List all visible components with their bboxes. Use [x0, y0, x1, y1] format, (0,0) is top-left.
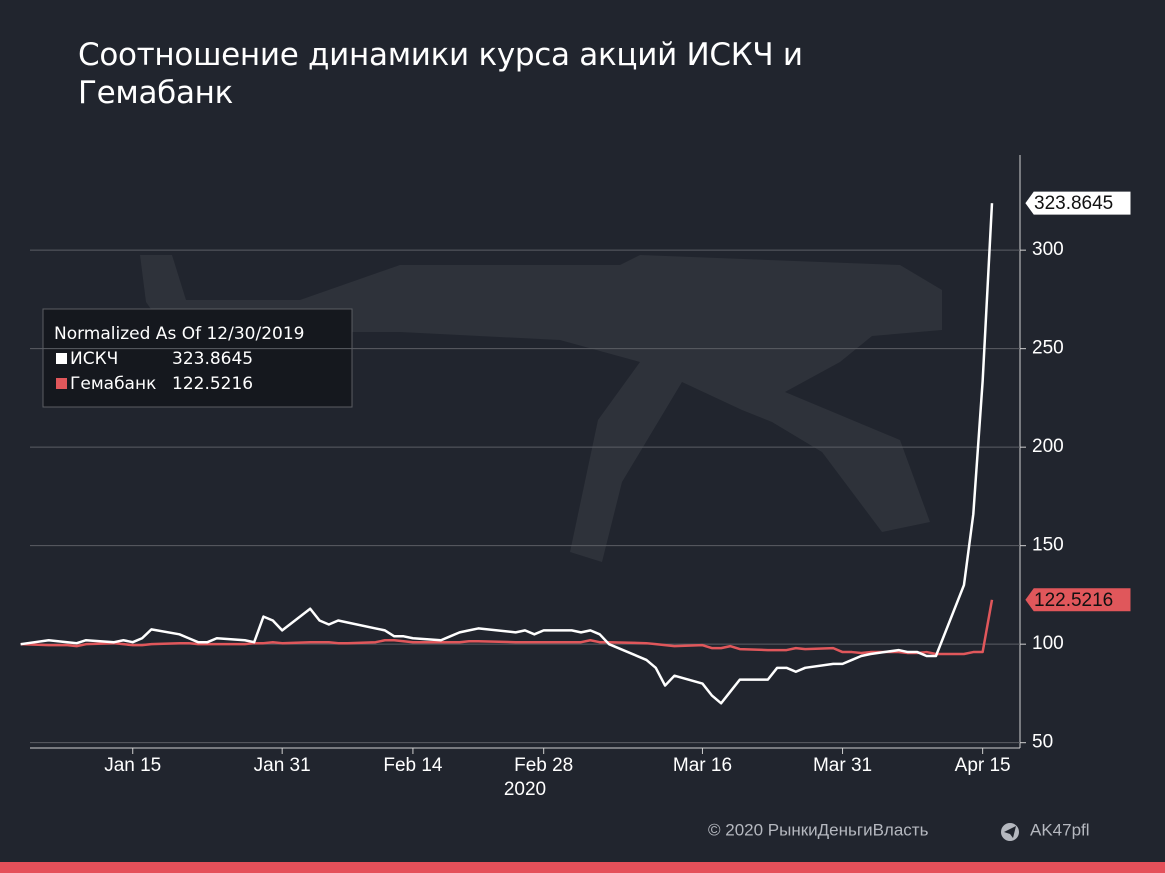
footer-copyright: © 2020 РынкиДеньгиВласть: [708, 820, 929, 839]
value-tag: [1025, 588, 1131, 612]
x-tick-label: Mar 31: [813, 755, 872, 776]
y-tick-label: 150: [1032, 535, 1064, 556]
x-tick-label: Apr 15: [955, 755, 1011, 776]
y-tick-label: 50: [1032, 732, 1053, 753]
x-tick-label: Feb 28: [514, 755, 573, 776]
y-tick-label: 200: [1032, 436, 1064, 457]
legend-swatch: [56, 353, 67, 364]
legend-label: Гемабанк: [70, 374, 156, 394]
x-year-label: 2020: [504, 779, 546, 800]
legend-box: [42, 308, 353, 408]
footer-channel: AK47pfl: [1030, 820, 1090, 839]
series-line: [20, 203, 994, 705]
x-tick-label: Jan 31: [254, 755, 311, 776]
legend-label: ИСКЧ: [70, 349, 118, 369]
x-tick-label: Feb 14: [383, 755, 443, 776]
watermark: [140, 255, 942, 562]
series-line: [20, 599, 994, 656]
chart-title: Соотношение динамики курса акций ИСКЧ и …: [78, 37, 803, 111]
telegram-plane: [1004, 826, 1016, 838]
y-tick-label: 250: [1032, 338, 1064, 359]
legend-value: 323.8645: [172, 349, 253, 369]
value-tag: [1025, 191, 1131, 215]
bottom-strip: [0, 862, 1165, 873]
x-tick-label: Jan 15: [104, 755, 161, 776]
legend-value: 122.5216: [172, 374, 253, 394]
value-tag-label: 323.8645: [1034, 193, 1113, 214]
y-tick-label: 300: [1032, 239, 1064, 260]
x-tick-label: Mar 16: [673, 755, 732, 776]
legend-title: Normalized As Of 12/30/2019: [54, 324, 304, 344]
value-tag-label: 122.5216: [1034, 590, 1113, 611]
legend-swatch: [56, 378, 67, 389]
y-tick-label: 100: [1032, 633, 1064, 654]
